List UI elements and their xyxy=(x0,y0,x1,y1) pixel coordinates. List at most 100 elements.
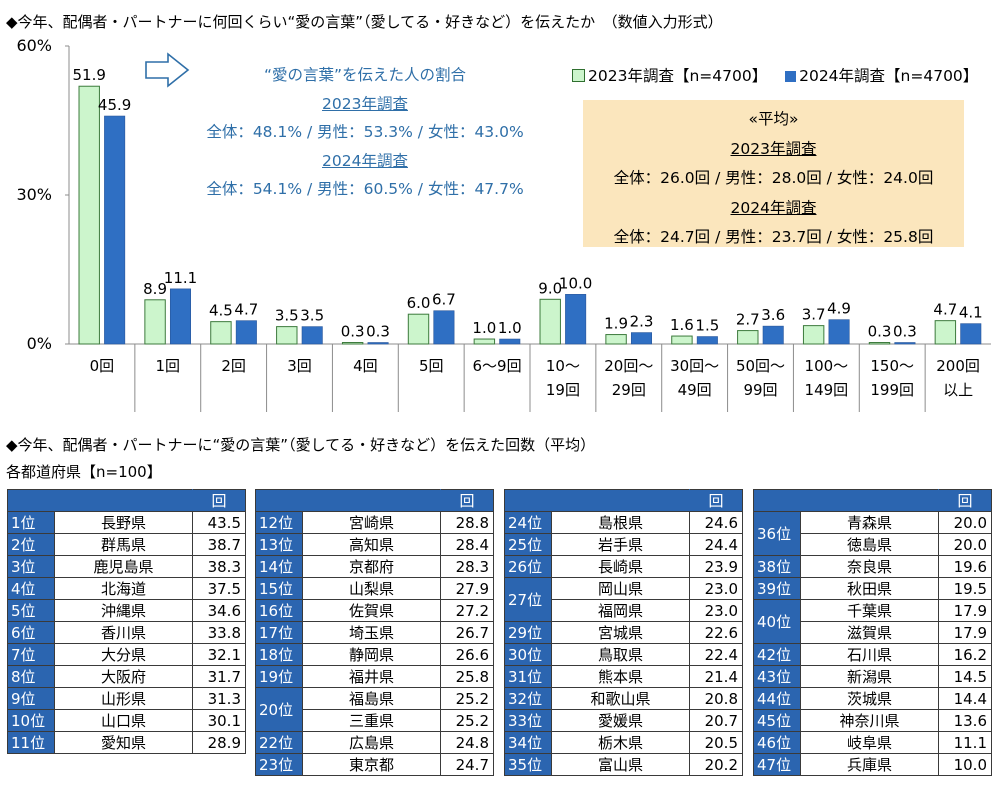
x-tick-label: 29回 xyxy=(612,381,646,399)
bar xyxy=(605,334,627,345)
prefecture-cell: 和歌山県 xyxy=(551,687,690,710)
rank-cell: 47位 xyxy=(753,753,801,776)
value-cell: 21.4 xyxy=(689,665,743,688)
x-tick-label: 以上 xyxy=(943,381,973,399)
value-cell: 26.7 xyxy=(440,621,494,644)
value-cell: 25.8 xyxy=(440,665,494,688)
x-tick-label: 200回 xyxy=(936,357,980,375)
table-row: 17位 埼玉県 26.7 xyxy=(255,621,494,644)
value-cell: 38.3 xyxy=(192,555,246,578)
x-tick-label: 1回 xyxy=(156,357,181,375)
rank-cell: 6位 xyxy=(7,621,55,644)
data-label: 4.1 xyxy=(959,304,983,322)
data-label: 8.9 xyxy=(143,280,167,298)
bar xyxy=(144,299,166,345)
value-cell: 23.0 xyxy=(689,599,743,622)
prefecture-cell: 京都府 xyxy=(302,555,441,578)
table-row: 30位 鳥取県 22.4 xyxy=(504,643,743,666)
value-cell: 24.6 xyxy=(689,511,743,534)
x-tick-label: 0回 xyxy=(90,357,115,375)
table-row: 36位 青森県 20.0 xyxy=(753,511,992,556)
data-label: 3.5 xyxy=(300,307,324,325)
ranking-header-row: 回 xyxy=(7,489,246,512)
prefecture-cell: 三重県 xyxy=(302,709,441,732)
average-heading: «平均» xyxy=(748,110,799,128)
bar xyxy=(630,332,653,345)
x-tick-label: 99回 xyxy=(743,381,777,399)
value-cell: 30.1 xyxy=(192,709,246,732)
data-label: 0.3 xyxy=(893,323,917,341)
arrow-right-icon xyxy=(145,52,190,88)
prefecture-cell: 山形県 xyxy=(54,687,193,710)
data-label: 3.7 xyxy=(802,306,826,324)
table-row: 47位 兵庫県 10.0 xyxy=(753,753,992,776)
prefecture-cell: 福島県 xyxy=(302,687,441,710)
value-cell: 17.9 xyxy=(938,621,992,644)
value-cell: 38.7 xyxy=(192,533,246,556)
rank-cell: 17位 xyxy=(255,621,303,644)
bar xyxy=(894,342,916,345)
value-cell: 25.2 xyxy=(440,709,494,732)
y-tick-label: 60% xyxy=(16,36,52,55)
value-cell: 20.0 xyxy=(938,533,992,556)
data-label: 6.0 xyxy=(407,294,431,312)
rank-cell: 13位 xyxy=(255,533,303,556)
bar xyxy=(210,321,232,345)
table-row: 三重県 25.2 xyxy=(256,709,494,732)
ranking-header-blank xyxy=(504,489,690,512)
table-row: 34位 栃木県 20.5 xyxy=(504,731,743,754)
legend-label-2023: 2023年調査【n=4700】 xyxy=(588,67,768,85)
value-cell: 22.4 xyxy=(689,643,743,666)
ranking-table: 回 24位 島根県 24.6 25位 岩手県 24.4 26位 長崎県 23.9 27位 岡山県 23.… xyxy=(504,489,743,776)
value-cell: 20.5 xyxy=(689,731,743,754)
data-label: 45.9 xyxy=(98,96,131,114)
x-tick-label: 20回～ xyxy=(604,357,653,375)
x-tick-label: 6～9回 xyxy=(473,357,522,375)
value-cell: 33.8 xyxy=(192,621,246,644)
table-row: 29位 宮城県 22.6 xyxy=(504,621,743,644)
table-row: 31位 熊本県 21.4 xyxy=(504,665,743,688)
rank-cell: 7位 xyxy=(7,643,55,666)
bar xyxy=(960,323,982,345)
value-cell: 26.6 xyxy=(440,643,494,666)
prefecture-cell: 北海道 xyxy=(54,577,193,600)
rank-cell: 33位 xyxy=(504,709,552,732)
table-row: 8位 大阪府 31.7 xyxy=(7,665,246,688)
table-row: 39位 秋田県 19.5 xyxy=(753,577,992,600)
legend-label-2024: 2024年調査【n=4700】 xyxy=(799,67,979,85)
table-row: 4位 北海道 37.5 xyxy=(7,577,246,600)
x-tick-label: 50回～ xyxy=(736,357,785,375)
bar xyxy=(276,326,298,345)
share-note-2024-label: 2024年調査 xyxy=(322,151,408,170)
value-cell: 22.6 xyxy=(689,621,743,644)
table-row: 11位 愛知県 28.9 xyxy=(7,731,246,754)
data-label: 10.0 xyxy=(559,274,592,292)
average-2024-label: 2024年調査 xyxy=(730,198,817,217)
rank-cell: 27位 xyxy=(504,577,552,622)
value-cell: 31.7 xyxy=(192,665,246,688)
rank-cell: 19位 xyxy=(255,665,303,688)
x-tick-label: 49回 xyxy=(678,381,712,399)
value-cell: 34.6 xyxy=(192,599,246,622)
table-row: 13位 高知県 28.4 xyxy=(255,533,494,556)
prefecture-cell: 宮崎県 xyxy=(302,511,441,534)
table-row: 3位 鹿児島県 38.3 xyxy=(7,555,246,578)
bar xyxy=(367,342,389,345)
value-cell: 20.7 xyxy=(689,709,743,732)
value-cell: 10.0 xyxy=(938,753,992,776)
ranking-header-unit: 回 xyxy=(938,489,992,512)
rank-cell: 9位 xyxy=(7,687,55,710)
data-label: 4.7 xyxy=(234,301,258,319)
share-note-heading: “愛の言葉”を伝えた人の割合 xyxy=(263,66,467,84)
rank-cell: 1位 xyxy=(7,511,55,534)
prefecture-cell: 大阪府 xyxy=(54,665,193,688)
rank-cell: 43位 xyxy=(753,665,801,688)
table-row: 40位 千葉県 17.9 xyxy=(753,599,992,644)
data-label: 1.0 xyxy=(472,319,496,337)
prefecture-cell: 愛知県 xyxy=(54,731,193,754)
table-row: 12位 宮崎県 28.8 xyxy=(255,511,494,534)
table-row: 46位 岐阜県 11.1 xyxy=(753,731,992,754)
data-label: 2.7 xyxy=(736,311,760,329)
rank-cell: 36位 xyxy=(753,511,801,556)
x-tick-label: 19回 xyxy=(546,381,580,399)
